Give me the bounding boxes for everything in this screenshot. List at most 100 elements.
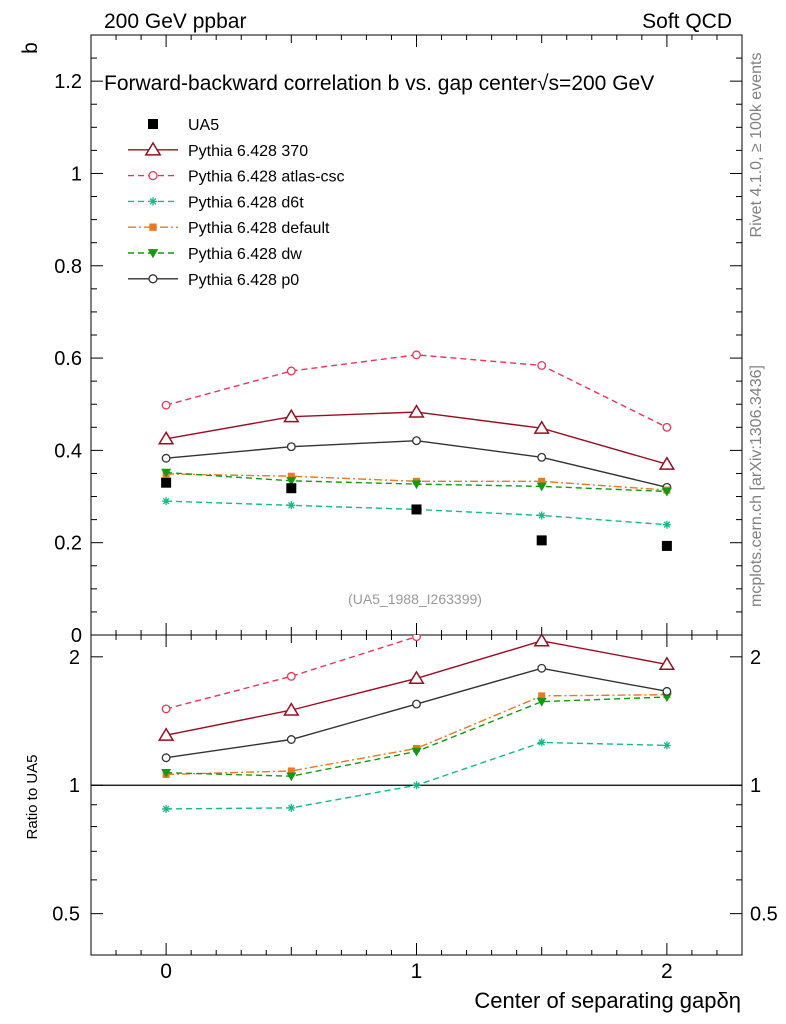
ratio-y-tick-label-right: 0.5 <box>750 904 778 926</box>
series-pythia-6-428-d6t-point <box>537 511 546 520</box>
ratio-pythia-6-428-d6t-point <box>287 803 296 812</box>
series-pythia-6-428-p0-point <box>537 452 547 462</box>
chart-title: Forward-backward correlation b vs. gap c… <box>104 72 654 95</box>
ratio-pythia-6-428-p0-point <box>286 735 296 744</box>
ratio-pythia-6-428-atlas-csc-point <box>538 587 546 595</box>
ratio-pythia-6-428-370-point <box>408 670 425 685</box>
legend-marker-pythia-6-428-d6t <box>148 197 158 206</box>
series-pythia-6-428-dw-point <box>536 482 547 492</box>
series-pythia-6-428-dw-point <box>286 477 297 486</box>
ratio-ylabel: Ratio to UA5 <box>24 754 41 839</box>
ratio-pythia-6-428-atlas-csc-point <box>286 671 296 681</box>
main-ylabel: b <box>19 42 42 54</box>
ratio-pythia-6-428-dw-point <box>411 747 422 757</box>
analysis-annotation: (UA5_1988_I263399) <box>348 591 482 607</box>
ratio-pythia-6-428-dw-point <box>661 693 672 703</box>
series-ua5-point <box>286 483 297 494</box>
header-right: Soft QCD <box>642 10 732 33</box>
ratio-pythia-6-428-p0-point <box>662 686 672 696</box>
y-tick-label: 0.6 <box>54 348 82 370</box>
series-pythia-6-428-370-point <box>658 456 676 470</box>
ratio-y-tick-label-left: 0.5 <box>52 904 80 926</box>
series-pythia-6-428-370-point <box>157 430 175 445</box>
series-pythia-6-428-atlas-csc-point <box>286 366 296 376</box>
ratio-pythia-6-428-p0-point <box>537 663 547 673</box>
x-axis-label: Center of separating gapδη <box>474 988 741 1013</box>
ratio-pythia-6-428-d6t-point <box>662 741 671 750</box>
ratio-y-tick-label-left: 1 <box>69 775 80 797</box>
series-pythia-6-428-p0-point <box>161 453 171 463</box>
legend-marker-pythia-6-428-default <box>149 223 157 231</box>
series-pythia-6-428-p0-point <box>412 436 421 446</box>
ratio-axis-ticks: 0 1 2 0.5 0.5 1 1 2 2 <box>52 635 778 983</box>
chart-title-energy: √s=200 GeV <box>537 72 654 95</box>
legend-marker-pythia-6-428-dw <box>147 249 159 259</box>
series-pythia-6-428-dw-point <box>411 480 422 490</box>
series-pythia-6-428-default-line <box>166 473 667 491</box>
ratio-y-tick-label-left: 2 <box>69 647 80 669</box>
ratio-y-tick-label-right: 1 <box>750 775 761 797</box>
series-pythia-6-428-d6t-point <box>287 501 296 510</box>
series-pythia-6-428-dw-point <box>661 487 672 497</box>
series-pythia-6-428-d6t-point <box>162 497 171 506</box>
series-pythia-6-428-p0-point <box>286 442 296 452</box>
ratio-pythia-6-428-370-point <box>283 702 300 716</box>
series-pythia-6-428-370-point <box>533 420 550 434</box>
series-pythia-6-428-d6t-point <box>662 520 671 529</box>
ratio-pythia-6-428-atlas-csc-point <box>412 635 421 642</box>
y-tick-label: 0 <box>71 625 82 647</box>
ratio-pythia-6-428-370-point <box>157 727 175 741</box>
ratio-pythia-6-428-dw-point <box>536 697 547 707</box>
legend-marker-pythia-6-428-370 <box>144 141 162 156</box>
legend-label-pythia-6-428-default: Pythia 6.428 default <box>188 220 330 237</box>
ratio-series-group <box>157 587 676 813</box>
y-tick-label: 1.2 <box>54 71 82 93</box>
ratio-y-tick-label-right: 2 <box>750 647 761 669</box>
ratio-pythia-6-428-dw-point <box>161 768 172 778</box>
main-axis-ticks: 0 0.2 0.4 0.6 0.8 1 1.2 <box>54 34 743 647</box>
series-ua5-point <box>536 535 547 546</box>
series-pythia-6-428-default-point <box>287 472 295 480</box>
y-tick-label: 0.4 <box>54 440 82 462</box>
series-ua5-point <box>161 477 172 488</box>
x-tick-label: 1 <box>411 960 423 983</box>
x-axis-label-symbol: δη <box>717 988 741 1013</box>
legend-marker-pythia-6-428-atlas-csc <box>148 170 158 181</box>
legend-label-pythia-6-428-p0: Pythia 6.428 p0 <box>188 272 299 289</box>
series-pythia-6-428-dw-point <box>161 468 172 478</box>
chart-title-main: Forward-backward correlation b vs. gap c… <box>104 72 537 95</box>
x-axis-label-text: Center of separating gap <box>474 988 716 1013</box>
x-tick-label: 0 <box>160 960 172 983</box>
ratio-pythia-6-428-d6t-point <box>412 781 421 790</box>
legend: UA5 Pythia 6.428 370 Pythia 6.428 atlas-cs… <box>128 117 345 289</box>
x-tick-label: 2 <box>661 960 673 983</box>
ratio-pythia-6-428-370-point <box>533 635 550 647</box>
main-series-group <box>157 350 676 551</box>
legend-label-pythia-6-428-d6t: Pythia 6.428 d6t <box>188 194 304 211</box>
legend-marker-pythia-6-428-p0 <box>148 274 158 284</box>
header-left: 200 GeV ppbar <box>104 10 246 33</box>
ratio-pythia-6-428-p0-point <box>161 753 171 763</box>
series-pythia-6-428-370-point <box>408 404 425 418</box>
legend-label-pythia-6-428-370: Pythia 6.428 370 <box>188 143 308 160</box>
ratio-pythia-6-428-370-line <box>165 640 668 736</box>
series-pythia-6-428-atlas-csc-point <box>662 422 672 432</box>
rivet-label: Rivet 4.1.0, ≥ 100k events <box>748 53 765 238</box>
y-tick-label: 0.2 <box>54 533 82 555</box>
y-tick-label: 0.8 <box>54 256 82 278</box>
series-pythia-6-428-default-point <box>538 477 546 485</box>
series-pythia-6-428-370-point <box>283 408 300 423</box>
ratio-pythia-6-428-370-point <box>658 656 676 671</box>
ratio-pythia-6-428-default-point <box>287 767 295 775</box>
y-tick-label: 1 <box>71 163 82 185</box>
ratio-pythia-6-428-d6t-point <box>162 804 171 813</box>
legend-marker-ua5 <box>148 119 158 129</box>
legend-label-pythia-6-428-dw: Pythia 6.428 dw <box>188 246 302 263</box>
series-pythia-6-428-atlas-csc-point <box>537 361 547 370</box>
legend-label-pythia-6-428-atlas-csc: Pythia 6.428 atlas-csc <box>188 169 345 186</box>
ratio-pythia-6-428-p0-point <box>412 699 421 709</box>
ratio-pythia-6-428-dw-line <box>166 696 667 777</box>
series-pythia-6-428-atlas-csc-point <box>412 350 421 360</box>
ratio-pythia-6-428-d6t-point <box>537 738 546 747</box>
